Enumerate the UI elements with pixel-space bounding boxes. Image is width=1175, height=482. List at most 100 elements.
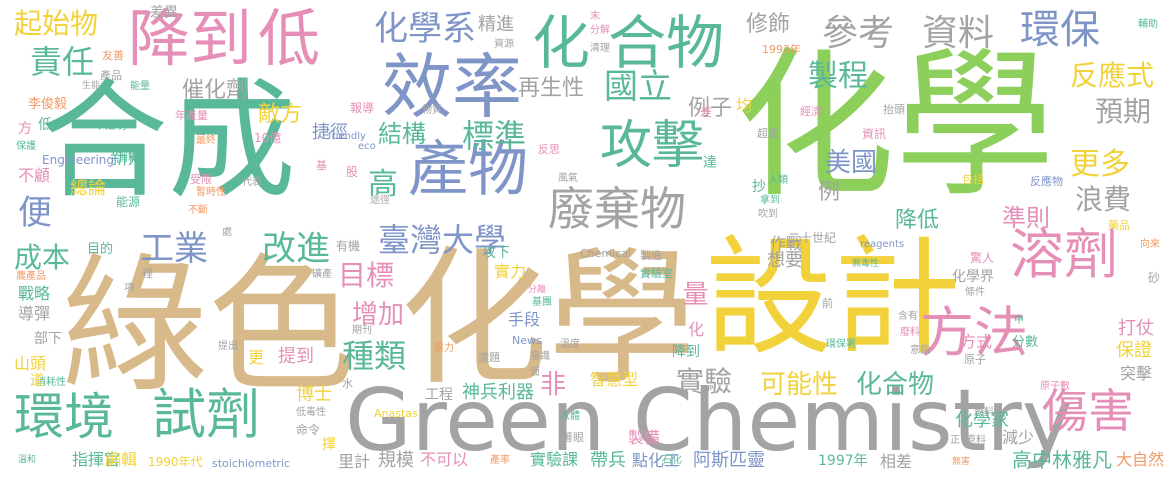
- cloud-word: 智慧型: [590, 370, 639, 389]
- cloud-word: 產品: [100, 69, 122, 82]
- cloud-word: 物質: [422, 105, 442, 116]
- cloud-word: 拿到: [760, 195, 780, 206]
- cloud-word: 降低: [895, 208, 940, 233]
- cloud-word: 廢料: [900, 327, 920, 338]
- cloud-word: 導彈: [18, 304, 51, 323]
- cloud-word: 溶劑: [1010, 223, 1118, 286]
- cloud-word: 目的: [87, 242, 114, 257]
- cloud-word: 設計: [705, 224, 962, 373]
- cloud-word: 擇: [322, 437, 336, 453]
- cloud-word: 大自然: [1116, 450, 1165, 469]
- cloud-word: 合成: [40, 67, 297, 216]
- cloud-word: 傷害: [1042, 384, 1134, 438]
- cloud-word: 實驗: [676, 365, 733, 398]
- cloud-word: 實力: [494, 262, 527, 281]
- cloud-word: 化學系: [374, 9, 476, 49]
- cloud-word: 化: [532, 9, 591, 77]
- cloud-word: 處: [222, 227, 232, 238]
- cloud-word: 方式: [960, 332, 993, 351]
- cloud-word: 分數: [1012, 335, 1039, 350]
- cloud-word: 博士: [296, 384, 332, 405]
- cloud-word: 能源: [116, 195, 141, 209]
- cloud-word: 道: [30, 373, 44, 389]
- cloud-word: 更: [248, 348, 265, 367]
- cloud-word: 抬頭: [883, 103, 905, 116]
- cloud-word: 點化工: [632, 451, 681, 470]
- cloud-word: 工業: [140, 229, 208, 269]
- cloud-word: News: [512, 334, 542, 347]
- cloud-word: 參考: [822, 13, 895, 54]
- cloud-word: 精進: [478, 14, 514, 35]
- cloud-word: 原子數: [1040, 381, 1070, 392]
- cloud-word: 中: [1014, 315, 1024, 326]
- cloud-word: 山頭: [14, 354, 47, 373]
- cloud-word: 浪費: [1075, 183, 1132, 216]
- cloud-word: 突擊: [1120, 364, 1153, 383]
- cloud-word: 消耗性: [36, 377, 66, 388]
- cloud-word: 暫時性: [196, 187, 226, 198]
- cloud-word: 環境: [14, 388, 114, 446]
- cloud-word: 輔助: [1138, 19, 1158, 30]
- cloud-word: 資訊: [862, 127, 887, 141]
- cloud-word: 保證: [1116, 340, 1152, 361]
- cloud-word: 化學家: [955, 410, 1009, 431]
- cloud-word: 相差: [880, 452, 913, 471]
- cloud-word: 廢棄物: [548, 182, 686, 236]
- cloud-word: 藥品: [1108, 219, 1130, 232]
- cloud-word: 效率: [382, 46, 522, 128]
- cloud-word: 化合物: [856, 370, 935, 400]
- cloud-word: 項: [124, 283, 134, 294]
- cloud-word: 敵方: [258, 102, 303, 127]
- cloud-word: Anastas: [374, 407, 418, 420]
- cloud-word: stoichiometric: [212, 457, 291, 470]
- cloud-word: 差異: [150, 5, 178, 21]
- cloud-word: 攻下: [482, 245, 510, 261]
- cloud-word: 環保署: [826, 339, 856, 350]
- cloud-word: 二十世紀: [788, 231, 837, 245]
- cloud-word: 議題: [478, 351, 500, 364]
- cloud-word: 試劑: [152, 383, 260, 446]
- cloud-word: 阿斯匹靈: [693, 450, 765, 471]
- cloud-word: 前: [822, 297, 833, 310]
- cloud-word: 分解: [590, 25, 610, 36]
- cloud-word: 神兵利器: [462, 382, 534, 403]
- cloud-word: 無害: [952, 457, 971, 467]
- cloud-word: 提出: [218, 341, 238, 352]
- cloud-word: 人體: [560, 411, 580, 422]
- cloud-word: 實驗室: [640, 267, 673, 280]
- cloud-word: 吹到: [758, 209, 778, 220]
- cloud-word: 條件: [965, 287, 985, 298]
- cloud-word: 可能性: [760, 370, 839, 400]
- cloud-word: 裡: [142, 267, 153, 280]
- cloud-word: 產率: [490, 455, 510, 466]
- cloud-word: 資源: [494, 39, 514, 50]
- cloud-word: 方法: [920, 301, 1028, 364]
- cloud-word: 降到: [672, 344, 700, 360]
- cloud-word: 不可以: [420, 450, 469, 469]
- cloud-word: 李俊毅: [28, 97, 68, 112]
- cloud-word: 責任: [30, 43, 95, 81]
- cloud-word: eco: [358, 141, 376, 152]
- cloud-word: 部下: [34, 331, 62, 347]
- cloud-word: 原料: [966, 435, 986, 446]
- cloud-word: 資料: [922, 13, 995, 54]
- cloud-word: 溫度: [560, 339, 580, 350]
- cloud-word: reagents: [860, 239, 905, 250]
- cloud-word: 手段: [508, 310, 541, 329]
- cloud-word: 消耗: [118, 153, 138, 164]
- cloud-word: 生能: [82, 81, 101, 91]
- cloud-word: 末: [590, 11, 600, 22]
- cloud-word: 石化: [662, 455, 682, 466]
- cloud-word: 增加: [352, 300, 405, 330]
- cloud-word: 驚人: [970, 251, 995, 265]
- cloud-word: 指揮官: [72, 450, 121, 469]
- cloud-word: 結構: [378, 120, 426, 148]
- cloud-word: 成本: [14, 241, 71, 274]
- cloud-word: 反應物: [1030, 175, 1063, 188]
- cloud-word: 最終: [196, 135, 216, 146]
- cloud-word: 原子: [964, 353, 986, 366]
- cloud-word: 帶兵: [590, 450, 626, 471]
- cloud-word: 預期: [1095, 95, 1152, 128]
- cloud-word: 林雅凡: [1052, 448, 1112, 472]
- cloud-word: 量: [678, 280, 708, 306]
